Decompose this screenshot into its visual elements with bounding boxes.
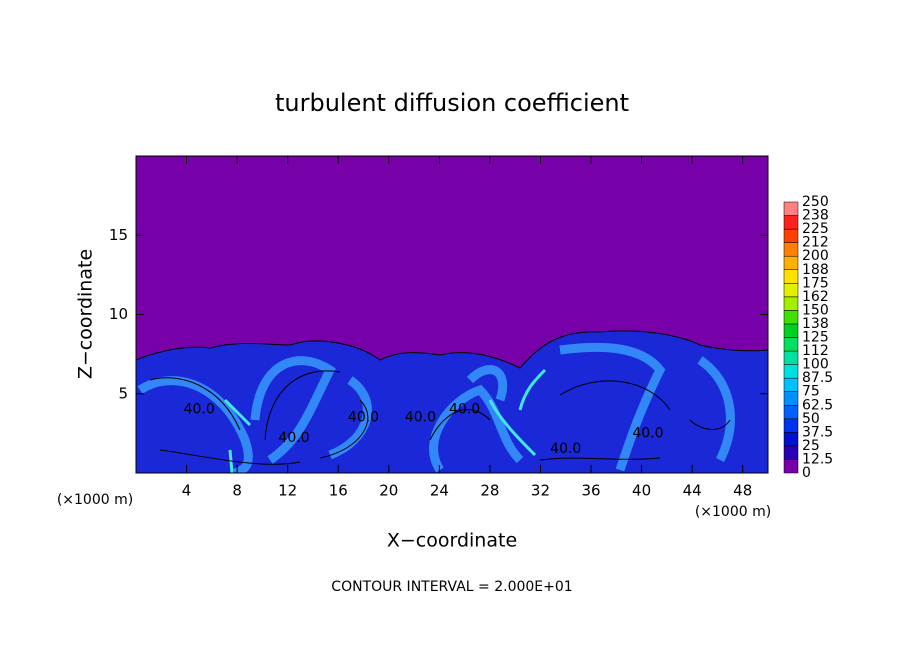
contour-label: 40.0 (449, 402, 480, 418)
colorbar-label: 162 (802, 289, 829, 305)
contour-label: 40.0 (632, 425, 663, 441)
colorbar-bin (783, 228, 799, 243)
contour-label: 40.0 (405, 410, 436, 426)
y-axis-label: Z−coordinate (75, 249, 97, 379)
colorbar-bin (783, 391, 799, 406)
colorbar-label: 200 (802, 248, 829, 264)
colorbar-label: 12.5 (802, 451, 833, 467)
x-tick-label: 32 (531, 482, 550, 500)
colorbar-label: 150 (802, 302, 829, 318)
x-unit-right: (×1000 m) (695, 504, 771, 520)
colorbar-label: 25 (802, 438, 820, 454)
colorbar-label: 138 (802, 316, 829, 332)
colorbar-bin (783, 418, 799, 433)
colorbar-bin (783, 296, 799, 311)
y-tick-label: 5 (118, 384, 128, 402)
x-unit: (×1000 m) (57, 492, 133, 508)
colorbar-bin (783, 255, 799, 271)
field (136, 156, 768, 473)
colorbar-bin (783, 283, 799, 298)
contour-label: 40.0 (550, 441, 581, 457)
contour-label: 40.0 (184, 402, 215, 418)
colorbar-bin (783, 323, 799, 338)
colorbar-bin (783, 405, 799, 420)
x-tick-label: 16 (329, 482, 348, 500)
colorbar-bin (783, 310, 799, 325)
colorbar-bin (783, 445, 799, 460)
colorbar-label: 225 (802, 221, 829, 237)
colorbar-bin (783, 242, 799, 257)
colorbar-label: 37.5 (802, 424, 833, 440)
colorbar-label: 188 (802, 262, 829, 278)
colorbar-label: 62.5 (802, 397, 833, 413)
x-tick-label: 20 (379, 482, 398, 500)
colorbar-label: 0 (802, 465, 811, 481)
colorbar-bin (783, 377, 799, 392)
colorbar-label: 112 (802, 343, 829, 359)
colorbar-label: 100 (802, 357, 829, 373)
x-tick-label: 44 (683, 482, 702, 500)
y-tick-label: 15 (109, 226, 128, 244)
colorbar-label: 212 (802, 235, 829, 251)
colorbar-bin (783, 459, 799, 474)
footer: CONTOUR INTERVAL = 2.000E+01 (331, 579, 572, 595)
colorbar-label: 250 (802, 194, 829, 210)
contour-label: 40.0 (278, 430, 309, 446)
x-tick-label: 4 (182, 482, 192, 500)
x-tick-label: 36 (581, 482, 600, 500)
contour-label: 40.0 (348, 410, 379, 426)
colorbar-bin (783, 350, 799, 365)
x-tick-label: 48 (733, 482, 752, 500)
colorbar-label: 238 (802, 208, 829, 224)
colorbar-bin (783, 337, 799, 352)
colorbar-label: 87.5 (802, 370, 833, 386)
colorbar-label: 175 (802, 275, 829, 291)
colorbar-label: 50 (802, 411, 820, 427)
field-contours (149, 370, 731, 465)
field-swirl-light (223, 368, 547, 473)
y-tick-label: 10 (109, 305, 128, 323)
x-tick-label: 24 (430, 482, 449, 500)
colorbar-bin (783, 215, 799, 230)
colorbar-bin (783, 269, 799, 284)
x-tick-label: 12 (278, 482, 297, 500)
x-tick-label: 8 (232, 482, 242, 500)
colorbar-bin (783, 364, 799, 379)
colorbar-bin (783, 432, 799, 447)
x-axis-label: X−coordinate (387, 530, 517, 552)
chart-title: turbulent diffusion coefficient (275, 89, 629, 117)
colorbar-bin (783, 201, 799, 216)
x-tick-label: 40 (632, 482, 651, 500)
x-tick-label: 28 (480, 482, 499, 500)
colorbar-label: 125 (802, 330, 829, 346)
colorbar-label: 75 (802, 384, 820, 400)
